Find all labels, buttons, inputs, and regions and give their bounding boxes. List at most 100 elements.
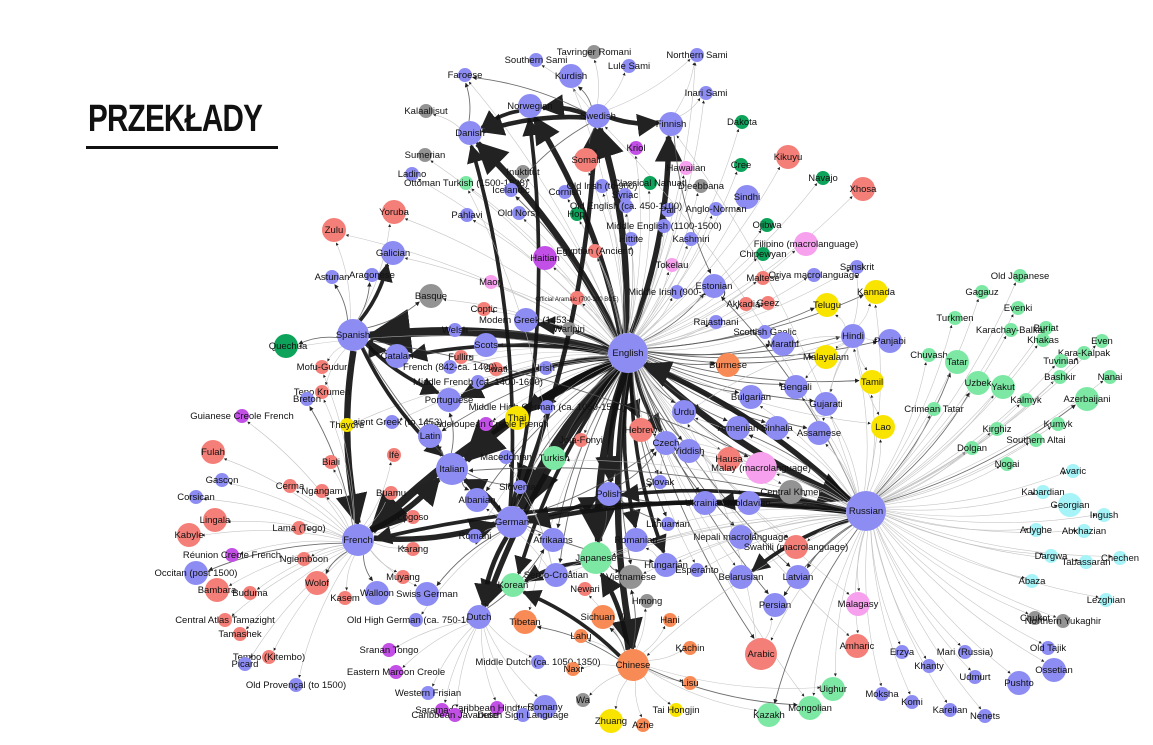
node-abaza[interactable]: Abaza [1019,574,1047,588]
node-jola-fonyi[interactable]: Jola-Fonyi [559,433,603,447]
node-hawaiian[interactable]: Hawaiian [666,161,706,175]
node-dutch[interactable]: Dutch [467,605,492,629]
node-scots[interactable]: Scots [474,333,498,357]
node-korean[interactable]: Korean [498,573,529,597]
node-portuguese[interactable]: Portuguese [425,388,474,412]
node-romanian[interactable]: Romanian [614,528,658,552]
node-evenki[interactable]: Evenki [1004,301,1033,315]
node-mofu-gudur[interactable]: Mofu-Gudur [297,360,348,374]
node-coptic[interactable]: Coptic [471,302,498,316]
node-southern-sami[interactable]: Southern Sami [505,53,568,67]
node-dakota[interactable]: Dakota [727,115,758,129]
node-estonian[interactable]: Estonian [696,274,733,298]
node-caribbean-javanese[interactable]: Caribbean Javanese [411,708,499,722]
node-guianese-creole-french[interactable]: Guianese Creole French [190,409,294,423]
node-lule-sami[interactable]: Lule Sami [608,59,650,73]
node-gagauz[interactable]: Gagauz [965,285,999,299]
node-old-tajik[interactable]: Old Tajik [1030,641,1067,655]
node-wa[interactable]: Wa [576,693,591,707]
node-lahu[interactable]: Lahu [570,629,592,643]
node-pali[interactable]: Pali [660,203,676,217]
node-gujarati[interactable]: Gujarati [809,392,843,416]
node-wolof[interactable]: Wolof [305,571,329,595]
node-eastern-maroon-creole[interactable]: Eastern Maroon Creole [347,665,445,679]
node-panjabi[interactable]: Panjabi [874,329,906,353]
node-kasem[interactable]: Kasem [330,591,360,605]
node-southern-altai[interactable]: Southern Altai [1006,433,1066,447]
node-french-842-ca-1400[interactable]: French (842-ca. 1400) [403,360,497,374]
node-lithuanian[interactable]: Lithuanian [646,517,690,531]
node-sindhi[interactable]: Sindhi [734,185,760,209]
node-nanai[interactable]: Nanai [1098,370,1123,384]
node-inari-sami[interactable]: Inari Sami [685,86,728,100]
node-yoruba[interactable]: Yoruba [379,200,410,224]
node-warlpiri[interactable]: Warlpiri [553,322,585,336]
node-scottish-gaelic[interactable]: Scottish Gaelic [733,325,797,339]
node-pushto[interactable]: Pushto [1004,671,1034,695]
node-swati[interactable]: Swati [484,362,508,376]
node-hittite[interactable]: Hittite [619,232,643,246]
node-mongolian[interactable]: Mongolian [788,696,832,720]
node-cornish[interactable]: Cornish [549,185,582,199]
node-modern-greek-1453[interactable]: Modern Greek (1453-) [479,308,573,332]
node-oriya-macrolanguage[interactable]: Oriya macrolanguage [769,268,860,282]
node-arabic[interactable]: Arabic [745,638,777,670]
node-erzya[interactable]: Erzya [890,645,915,659]
node-dutch-sign-language[interactable]: Dutch Sign Language [477,708,569,722]
node-kabardian[interactable]: Kabardian [1021,485,1065,499]
node-old-irish-to-900[interactable]: Old Irish (to 900) [567,179,638,193]
node-sanskrit[interactable]: Sanskrit [840,260,875,274]
node-adyghe[interactable]: Adyghe [1020,523,1052,537]
node-filipino-macrolanguage[interactable]: Filipino (macrolanguage) [754,232,859,256]
node-official-aramaic-700-300-bce[interactable]: Official Aramaic (700-300 BCE) [535,291,619,305]
node-thai[interactable]: Thai [505,406,529,430]
node-khakas[interactable]: Khakas [1027,333,1059,347]
node-swahili-macrolanguage[interactable]: Swahili (macrolanguage) [744,535,849,559]
node-malagasy[interactable]: Malagasy [838,592,879,616]
node-hani[interactable]: Hani [660,613,680,627]
node-marathi[interactable]: Marathi [767,332,799,356]
node-chukot[interactable]: Chukot [1020,611,1050,625]
node-northern-sami[interactable]: Northern Sami [666,48,728,62]
node-vietnamese[interactable]: Vietnamese [606,565,656,589]
node-japanese[interactable]: Japanese [575,542,617,574]
node-khanty[interactable]: Khanty [914,659,944,673]
node-karachay-balkar[interactable]: Karachay-Balkar [976,323,1046,337]
node-abkhazian[interactable]: Abkhazian [1062,524,1106,538]
node-zhuang[interactable]: Zhuang [595,709,627,733]
node-swiss-german[interactable]: Swiss German [396,582,458,606]
node-lao[interactable]: Lao [871,415,895,439]
node-naxi[interactable]: Naxi [563,662,583,676]
node-syriac[interactable]: Syriac [612,188,639,202]
node-tibetan[interactable]: Tibetan [509,610,541,634]
node-nenets[interactable]: Nenets [970,709,1000,723]
node-lezghian[interactable]: Lezghian [1087,593,1126,607]
node-kabyle[interactable]: Kabyle [174,523,204,547]
node-crimean-tatar[interactable]: Crimean Tatar [904,402,964,416]
node-turkmen[interactable]: Turkmen [936,311,974,325]
node-cerma[interactable]: Cerma [276,479,305,493]
node-egyptian-ancient[interactable]: Egyptian (Ancient) [556,244,634,258]
node-galician[interactable]: Galician [376,241,410,265]
node-moksha[interactable]: Moksha [865,687,899,701]
node-basque[interactable]: Basque [415,284,447,308]
node-azerbaijani[interactable]: Azerbaijani [1064,387,1111,411]
node-ukrainian[interactable]: Ukrainian [685,491,725,515]
node-logoso[interactable]: Logoso [397,510,429,524]
node-spanish[interactable]: Spanish [336,319,370,351]
node-avaric[interactable]: Avaric [1060,464,1086,478]
node-fulah[interactable]: Fulah [201,440,225,464]
node-tamashek[interactable]: Tamashek [218,627,262,641]
node-amharic[interactable]: Amharic [840,634,875,658]
node-ngiemboon[interactable]: Ngiemboon [280,552,329,566]
node-italian[interactable]: Italian [436,453,468,485]
node-tabassaran[interactable]: Tabassaran [1061,555,1111,569]
node-kirghiz[interactable]: Kirghiz [982,422,1012,436]
node-maori[interactable]: Maori [479,275,503,289]
node-nogai[interactable]: Nogai [995,457,1020,471]
node-saramaccan[interactable]: Saramaccan [415,703,469,717]
node-mari-russia[interactable]: Mari (Russia) [937,645,993,659]
node-czech[interactable]: Czech [653,431,680,455]
node-middle-french-ca-1400-1600[interactable]: Middle French (ca. 1400-1600) [413,375,543,389]
node-komi[interactable]: Komi [901,695,923,709]
